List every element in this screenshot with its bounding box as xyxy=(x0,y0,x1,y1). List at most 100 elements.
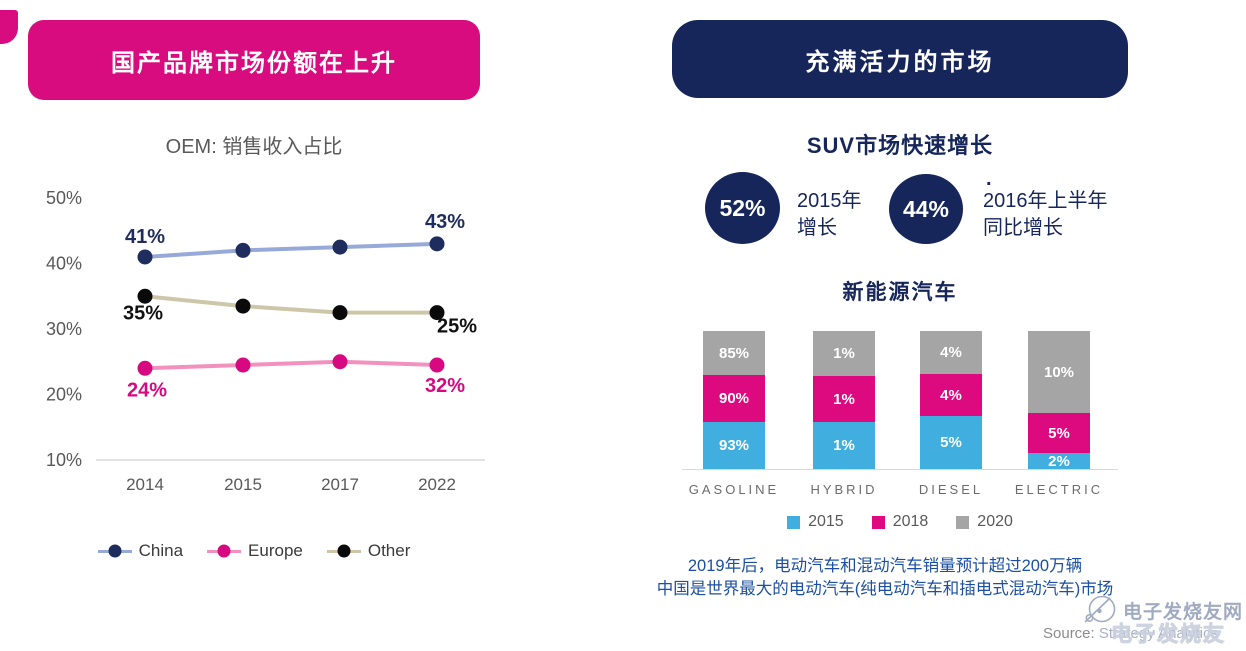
data-point-other xyxy=(235,298,251,314)
nev-note-line1: 2019年后，电动汽车和混动汽车销量预计超过200万辆 xyxy=(687,557,1083,575)
fuel-type-stacked-bar-chart: 85% 90% 93% 1% 1% 1% 4% 4% 5% 10% 5% 2% xyxy=(682,331,1118,470)
corner-accent-shape xyxy=(0,10,18,44)
data-point-china xyxy=(429,236,445,252)
series-line-europe xyxy=(143,359,439,371)
oem-revenue-line-chart: 50% 40% 30% 20% 10% 2014 2015 2017 2022 41% 43% 24%… xyxy=(46,188,485,494)
data-point-europe xyxy=(137,360,153,376)
data-point-other xyxy=(137,288,153,304)
legend-label: Other xyxy=(367,541,411,560)
x-axis-tick: 2022 xyxy=(418,475,456,494)
y-axis-tick: 50% xyxy=(46,188,82,208)
bar-segment-2020: 1% xyxy=(813,331,875,376)
right-panel-header: 充满活力的市场 xyxy=(672,20,1128,98)
bar-segment-2015: 1% xyxy=(813,422,875,469)
stat-label-2015-line1: 2015年 xyxy=(797,190,862,212)
value-label-other: 25% xyxy=(437,316,477,338)
bar-segment-2018: 1% xyxy=(813,376,875,422)
value-label-other: 35% xyxy=(123,302,163,324)
legend-item-china: China xyxy=(97,541,184,561)
right-panel-header-label: 充满活力的市场 xyxy=(805,48,995,76)
data-point-europe xyxy=(332,354,348,370)
left-panel-header: 国产品牌市场份额在上升 xyxy=(28,20,480,100)
x-axis-tick: 2014 xyxy=(126,475,164,494)
bar-segment-2015: 93% xyxy=(703,422,765,469)
series-line-other xyxy=(143,294,439,315)
data-point-other xyxy=(332,305,348,321)
bar-segment-2020: 4% xyxy=(920,331,982,374)
stat-circle-2016-value: 44% xyxy=(902,195,950,222)
legend-item-2020: 2020 xyxy=(956,513,1013,531)
source-name: Strategy Analytics xyxy=(1098,625,1219,642)
source-row: Source: Strategy Analytics xyxy=(1043,625,1218,642)
legend-marker-icon xyxy=(207,544,242,558)
series-line-china xyxy=(143,241,439,259)
stat-label-2015-line2: 增长 xyxy=(797,217,837,239)
stacked-bar-gasoline: 85% 90% 93% xyxy=(703,331,765,469)
value-label-china: 41% xyxy=(125,226,165,248)
legend-item-europe: Europe xyxy=(207,541,303,561)
bar-segment-2018: 5% xyxy=(1028,413,1090,453)
y-axis-tick: 30% xyxy=(46,319,82,339)
stat-label-2016: 2016年上半年 同比增长 xyxy=(983,188,1108,242)
legend-marker-icon xyxy=(97,544,132,558)
y-axis-tick: 40% xyxy=(46,254,82,274)
legend-label: 2020 xyxy=(977,513,1013,530)
y-axis-tick: 10% xyxy=(46,450,82,470)
bar-segment-2015: 5% xyxy=(920,416,982,469)
bar-category-label-diesel: DIESEL xyxy=(918,482,984,497)
line-chart-legend: China Europe Other xyxy=(28,541,480,561)
stat-label-2016-line1: 2016年上半年 xyxy=(983,190,1108,212)
data-point-china xyxy=(235,242,251,258)
x-axis-tick: 2017 xyxy=(321,475,359,494)
stat-label-2016-line2: 同比增长 xyxy=(983,217,1063,239)
stat-circle-2015: 52% xyxy=(705,172,780,244)
bar-segment-2020: 10% xyxy=(1028,331,1090,413)
legend-swatch-icon xyxy=(956,515,970,529)
stat-label-2015: 2015年 增长 xyxy=(797,188,862,242)
stacked-bar-hybrid: 1% 1% 1% xyxy=(813,331,875,469)
left-panel-header-label: 国产品牌市场份额在上升 xyxy=(111,49,397,77)
data-point-europe xyxy=(429,357,445,373)
legend-swatch-icon xyxy=(787,515,801,529)
bar-segment-2015: 2% xyxy=(1028,453,1090,470)
watermark-logo-icon xyxy=(1084,595,1116,623)
nev-note-text: 2019年后，电动汽车和混动汽车销量预计超过200万辆 中国是世界最大的电动汽车… xyxy=(636,555,1134,601)
stat-circle-2015-value: 52% xyxy=(719,194,766,221)
data-point-other xyxy=(429,305,445,321)
left-chart-title: OEM: 销售收入占比 xyxy=(165,136,343,158)
y-axis-tick: 20% xyxy=(46,385,82,405)
legend-swatch-icon xyxy=(871,515,885,529)
legend-label: 2018 xyxy=(892,513,929,530)
nev-note-line2: 中国是世界最大的电动汽车(纯电动汽车和插电式混动汽车)市场 xyxy=(656,580,1114,598)
value-label-europe: 32% xyxy=(425,375,465,397)
legend-item-other: Other xyxy=(326,541,411,561)
legend-label: 2015 xyxy=(808,513,844,530)
stat-circle-2016: 44% xyxy=(889,174,963,244)
bar-category-label-gasoline: GASOLINE xyxy=(688,482,780,497)
nev-section-title: 新能源汽车 xyxy=(842,281,958,304)
legend-item-2015: 2015 xyxy=(787,513,844,531)
site-watermark: 电子发烧友网 电子发烧友网 xyxy=(1083,592,1246,651)
bar-category-labels: GASOLINE HYBRID DIESEL ELECTRIC xyxy=(682,482,1118,500)
legend-label: China xyxy=(138,541,184,560)
bar-category-label-hybrid: HYBRID xyxy=(810,482,878,497)
suv-growth-title: SUV市场快速增长 xyxy=(806,133,994,158)
bar-segment-2020: 85% xyxy=(703,331,765,375)
value-label-europe: 24% xyxy=(127,379,167,401)
data-point-europe xyxy=(235,357,251,373)
source-label: Source: xyxy=(1043,625,1095,642)
watermark-text: 电子发烧友网 xyxy=(1123,601,1244,623)
data-point-china xyxy=(332,239,348,255)
legend-marker-icon xyxy=(326,544,361,558)
bar-chart-legend: 2015 2018 2020 xyxy=(672,513,1128,531)
stacked-bar-electric: 10% 5% 2% xyxy=(1028,331,1090,470)
x-axis-tick: 2015 xyxy=(224,475,262,494)
data-point-china xyxy=(137,249,153,265)
watermark-outline-text: 电子发烧友网 xyxy=(1111,623,1226,647)
stray-period-mark: . xyxy=(986,168,992,190)
legend-label: Europe xyxy=(248,541,303,560)
bar-segment-2018: 4% xyxy=(920,374,982,416)
value-label-china: 43% xyxy=(425,211,465,233)
stacked-bar-diesel: 4% 4% 5% xyxy=(920,331,982,469)
